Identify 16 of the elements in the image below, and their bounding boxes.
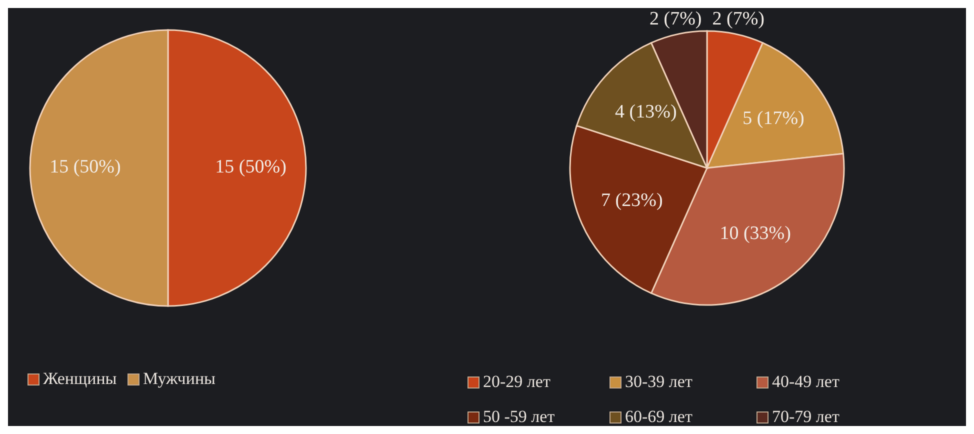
data-label: 15 (50%) — [50, 156, 121, 178]
data-label: 4 (13%) — [615, 101, 677, 122]
data-label: 15 (50%) — [215, 156, 286, 178]
data-label: 2 (7%) — [649, 8, 702, 30]
legend-label: 20-29 лет — [483, 372, 551, 391]
legend-label: 40-49 лет — [772, 372, 840, 391]
legend-label: 30-39 лет — [625, 372, 693, 391]
data-label: 5 (17%) — [742, 108, 804, 130]
legend-label: Женщины — [43, 368, 118, 388]
legend-label: 50 -59 лет — [483, 406, 556, 426]
data-label: 2 (7%) — [712, 8, 765, 30]
legend-label: Мужчины — [143, 368, 216, 388]
legend-label: 70-79 лет — [772, 406, 840, 426]
data-label: 7 (23%) — [601, 190, 663, 211]
legend-label: 60-69 лет — [625, 406, 693, 426]
data-label: 10 (33%) — [720, 222, 791, 244]
